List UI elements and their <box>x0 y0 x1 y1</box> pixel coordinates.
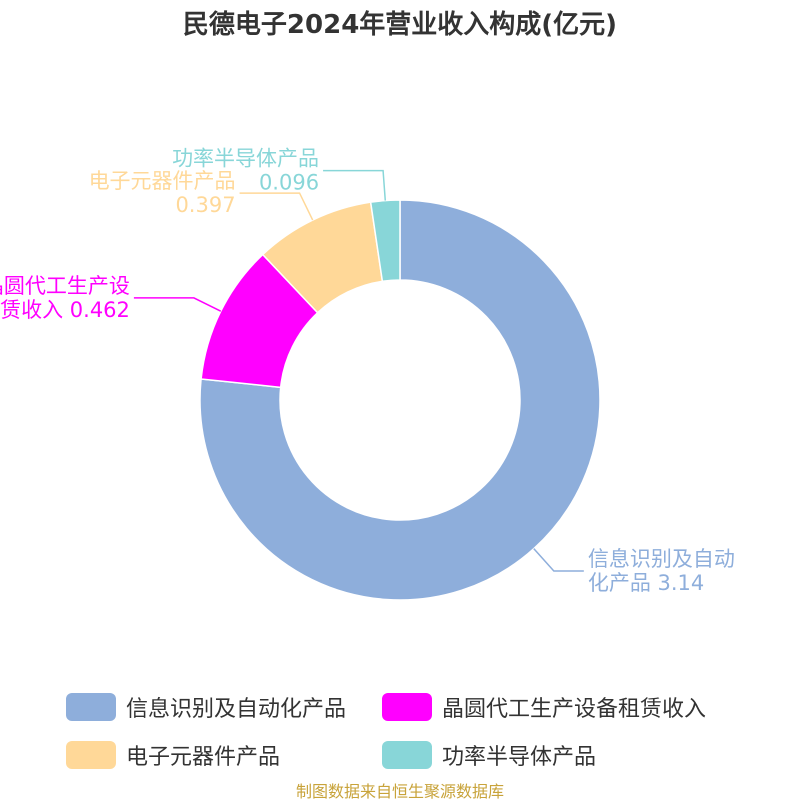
legend-label-info-automation: 信息识别及自动化产品 <box>126 697 347 722</box>
data-source-note: 制图数据来自恒生聚源数据库 <box>295 782 504 801</box>
slices-layer <box>199 199 601 601</box>
legend-label-electronic-components: 电子元器件产品 <box>126 745 281 770</box>
slice-info-automation[interactable] <box>199 199 601 601</box>
legend-swatch-electronic-components <box>66 741 116 769</box>
legend-label-power-semiconductor: 功率半导体产品 <box>442 745 597 770</box>
leader-line-power-semiconductor <box>323 169 387 201</box>
legend-item-power-semiconductor[interactable]: 功率半导体产品 <box>382 739 698 771</box>
data-labels-layer: 信息识别及自动化产品 3.14 晶圆代工生产设租赁收入 0.462 电子元器件产品0… <box>0 147 735 595</box>
legend-row-2: 电子元器件产品 功率半导体产品 <box>66 736 766 774</box>
legend-row-1: 信息识别及自动化产品 晶圆代工生产设备租赁收入 <box>66 688 766 726</box>
legend: 信息识别及自动化产品 晶圆代工生产设备租赁收入 电子元器件产品 功率半导体产品 <box>66 688 766 784</box>
legend-label-wafer-leasing: 晶圆代工生产设备租赁收入 <box>442 697 707 722</box>
leader-line-info-automation <box>533 548 584 572</box>
legend-swatch-wafer-leasing <box>382 693 432 721</box>
leader-line-electronic-components <box>239 192 314 221</box>
legend-item-electronic-components[interactable]: 电子元器件产品 <box>66 739 382 771</box>
legend-item-wafer-leasing[interactable]: 晶圆代工生产设备租赁收入 <box>382 691 706 723</box>
data-label-info-automation: 信息识别及自动化产品 3.14 <box>588 547 735 595</box>
leader-line-wafer-leasing <box>133 297 222 312</box>
slice-power-semiconductor[interactable] <box>369 199 401 283</box>
legend-swatch-power-semiconductor <box>382 741 432 769</box>
data-label-wafer-leasing: 晶圆代工生产设租赁收入 0.462 <box>0 274 130 322</box>
legend-item-info-automation[interactable]: 信息识别及自动化产品 <box>66 691 382 723</box>
chart-title: 民德电子2024年营业收入构成(亿元) <box>182 10 618 40</box>
leader-lines-layer <box>133 169 584 572</box>
data-label-power-semiconductor: 功率半导体产品 0.096 <box>172 147 319 195</box>
data-label-electronic-components: 电子元器件产品 0.397 <box>89 169 236 217</box>
legend-swatch-info-automation <box>66 693 116 721</box>
